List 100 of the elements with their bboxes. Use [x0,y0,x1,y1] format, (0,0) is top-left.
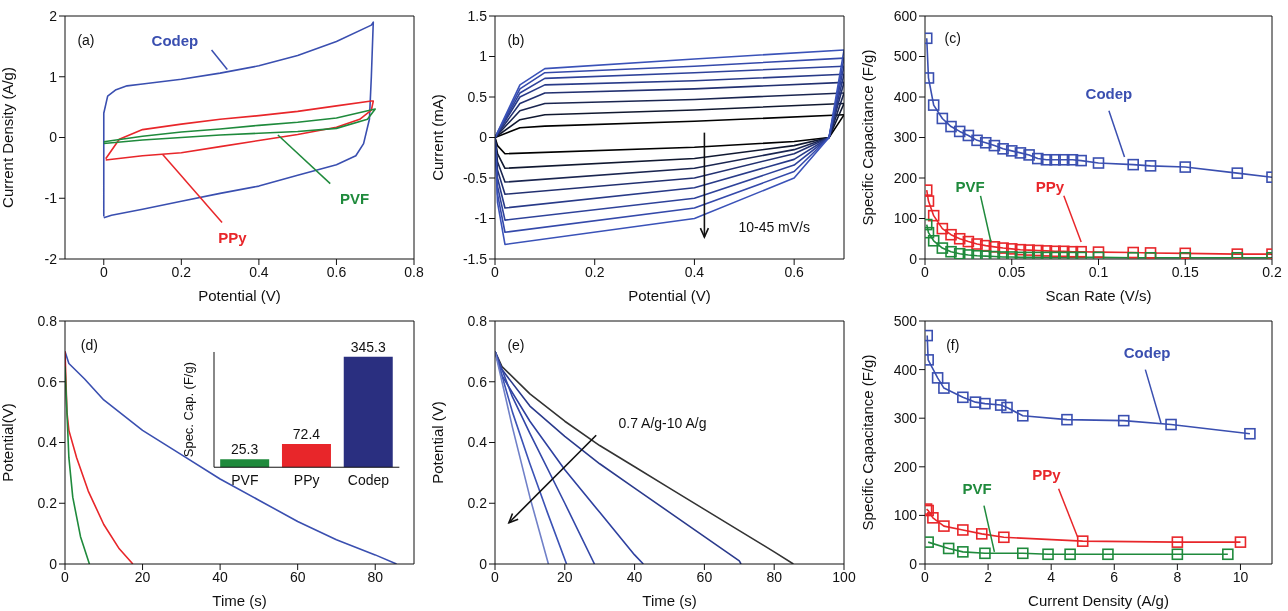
annotation: (a) [77,32,95,49]
x-tick-label: 0.1 [1088,263,1109,280]
y-tick-label: 0 [49,129,58,146]
y-tick-label: 500 [893,48,918,65]
y-tick-label: 0.8 [467,312,488,329]
x-tick-label: 0 [99,263,108,280]
data-label: 345.3 [350,338,387,355]
text: PPy [1035,177,1065,195]
x-tick-label: 60 [289,568,306,585]
y-tick-label: 1.5 [467,7,488,24]
x-tick-label: 0 [921,568,930,585]
y-tick-label: 0.2 [467,495,488,512]
x-tick-label: 0.8 [404,263,424,280]
x-axis-title: Time (s) [212,592,267,609]
y-tick-label: -1 [44,190,58,207]
annotation: 10-45 mV/s [738,219,810,236]
x-tick-label: 80 [766,568,783,585]
x-axis-title: Time (s) [642,592,697,609]
y-tick-label: -0.5 [462,169,488,186]
y-tick-label: 600 [893,7,918,24]
annotation: (c) [944,29,961,46]
data-label: 25.3 [231,441,259,458]
x-tick-label: 0.2 [1262,263,1282,280]
x-tick-label: 20 [134,568,151,585]
y-axis-title: Potential(V) [0,403,17,482]
x-tick-label: 0.05 [998,263,1026,280]
y-axis-title: Current (mA) [429,94,447,181]
x-tick-label: 80 [367,568,384,585]
x-tick-label: 60 [696,568,713,585]
text: PVF [955,177,985,195]
x-tick-label: 0.6 [784,263,805,280]
x-tick-label: 0.4 [249,263,269,280]
y-tick-label: 0.8 [37,312,58,329]
x-tick-label: 0.6 [326,263,347,280]
y-tick-label: 400 [893,361,918,378]
y-tick-label: 0 [909,555,918,572]
y-axis-title: Specific Capacitance (F/g) [859,49,877,226]
x-tick-label: PVF [231,472,259,489]
y-tick-label: 0 [49,555,58,572]
y-tick-label: 0.5 [467,88,488,105]
y-axis-title: Current Density (A/g) [0,67,17,208]
text: Codep [1085,85,1133,103]
x-tick-label: 40 [212,568,229,585]
x-tick-label: 4 [1047,568,1056,585]
y-tick-label: 2 [49,7,58,24]
y-tick-label: 200 [893,169,918,186]
x-tick-label: Codep [348,472,390,489]
y-tick-label: 0.4 [467,434,488,451]
text: PVF [340,189,370,207]
y-tick-label: 1 [49,68,58,85]
x-tick-label: 0 [61,568,70,585]
y-tick-label: 0 [479,129,488,146]
annotation: (e) [507,337,525,354]
y-tick-label: 0 [479,555,488,572]
x-tick-label: 8 [1173,568,1182,585]
x-axis-title: Potential (V) [198,287,281,304]
y-tick-label: 0.6 [467,373,488,390]
series-label: Codep [151,31,199,49]
y-tick-label: 0 [909,250,918,267]
y-tick-label: -1 [474,210,488,227]
annotation: (b) [507,32,525,49]
x-tick-label: 40 [626,568,643,585]
y-tick-label: 1 [479,48,488,65]
y-tick-label: 300 [893,129,918,146]
annotation: 0.7 A/g-10 A/g [618,415,707,432]
y-axis-title: Spec. Cap. (F/g) [180,362,196,458]
x-axis-title: Potential (V) [628,287,711,304]
y-tick-label: 300 [893,410,918,427]
text: Codep [1123,344,1171,362]
y-tick-label: 0.6 [37,373,58,390]
y-axis-title: Potential (V) [429,401,447,484]
x-tick-label: 0 [491,568,500,585]
y-tick-label: 0.4 [37,434,58,451]
y-axis-title: Specific Capacitance (F/g) [859,354,877,531]
x-tick-label: 10 [1232,568,1249,585]
x-tick-label: 0.15 [1171,263,1200,280]
y-tick-label: 200 [893,458,918,475]
x-tick-label: 20 [557,568,573,585]
text: PPy [218,228,248,246]
y-tick-label: 100 [893,507,918,524]
y-tick-label: -2 [44,250,58,267]
y-tick-label: 0.2 [37,495,58,512]
x-tick-label: PPy [294,472,320,489]
x-tick-label: 2 [984,568,993,585]
x-tick-label: 0 [491,263,500,280]
x-tick-label: 0.4 [684,263,705,280]
y-tick-label: 400 [893,88,918,105]
x-tick-label: 100 [832,568,856,585]
data-label: 72.4 [293,426,321,443]
y-tick-label: -1.5 [462,250,488,267]
annotation: (d) [80,337,98,354]
x-axis-title: Scan Rate (V/s) [1045,287,1152,304]
x-tick-label: 0.2 [584,263,605,280]
x-axis-title: Current Density (A/g) [1028,592,1169,609]
x-tick-label: 0 [921,263,930,280]
y-tick-label: 500 [893,312,918,329]
annotation: (f) [946,337,960,354]
x-tick-label: 0.2 [171,263,192,280]
y-tick-label: 100 [893,210,918,227]
x-tick-label: 6 [1110,568,1119,585]
